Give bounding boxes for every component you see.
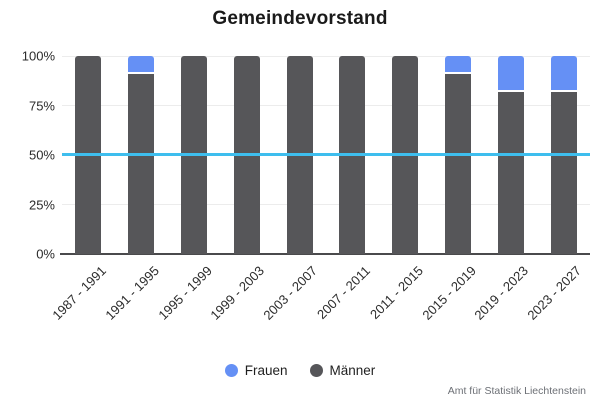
y-tick-label: 75% [28,98,55,113]
bar-segment-frauen [128,56,155,73]
x-tick-label: 2015 - 2019 [418,263,479,323]
x-tick-label: 2011 - 2015 [366,263,426,322]
bar-column [432,56,485,254]
bar-segment-maenner [497,92,524,254]
stacked-bar [550,56,577,254]
legend-label: Männer [329,362,376,378]
legend-label: Frauen [244,362,288,378]
bar-column [484,56,537,254]
y-axis-labels: 100% 75% 50% 25% 0% [0,49,55,262]
y-tick-label: 50% [28,147,55,163]
legend: Frauen Männer [0,361,600,379]
attribution-text: Amt für Statistik Liechtenstein [447,385,586,397]
x-tick-label: 1987 - 1991 [49,263,110,323]
bar-segment-maenner [444,74,471,254]
bar-column [115,56,168,254]
gridline [62,105,590,106]
x-tick-label: 1995 - 1999 [154,263,215,323]
x-tick-label: 2019 - 2023 [471,263,532,323]
bar-column [537,56,590,254]
legend-dot [224,363,238,377]
stacked-bar [444,56,471,254]
y-tick-label: 100% [21,48,55,64]
fifty-percent-reference-line [62,153,590,156]
bar-segment-frauen [497,56,524,91]
bar-segment-frauen [550,56,577,91]
stacked-bar [128,56,155,254]
plot-area [60,55,590,255]
legend-dot [309,363,323,377]
bar-segment-maenner [550,92,577,254]
y-tick-label: 0% [36,246,55,262]
legend-item-manner[interactable]: Männer [309,362,376,378]
x-tick-label: 2003 - 2007 [260,263,321,323]
bar-segment-frauen [444,56,471,73]
legend-item-frauen[interactable]: Frauen [224,362,288,378]
bar-segment-maenner [128,74,155,254]
x-tick-label: 1991 - 1995 [102,263,162,323]
x-tick-label: 2007 - 2011 [314,263,374,322]
gridline [62,204,590,205]
x-tick-label: 1999 - 2003 [207,263,268,323]
chart-title: Gemeindevorstand [212,8,388,29]
y-tick-label: 25% [28,197,55,212]
stacked-bar [497,56,524,254]
gridline [62,55,590,57]
x-axis-line [60,253,590,255]
x-tick-label: 2023 - 2027 [524,263,585,323]
